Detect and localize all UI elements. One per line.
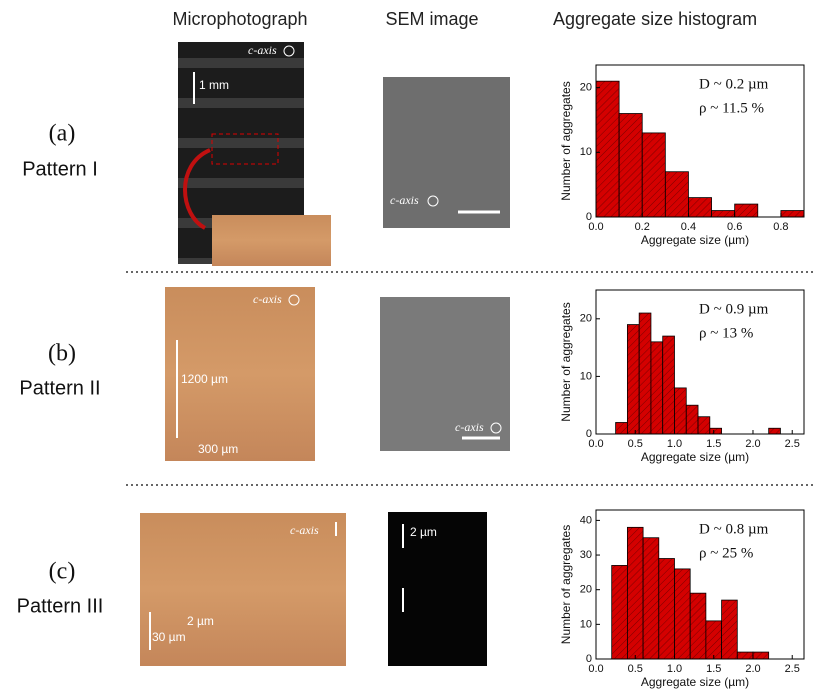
bar bbox=[642, 133, 665, 217]
row-name: Pattern II bbox=[19, 377, 100, 399]
annotation: ρ ~ 11.5 % bbox=[699, 100, 764, 116]
y-tick-label: 20 bbox=[580, 584, 592, 596]
bar bbox=[686, 405, 698, 434]
row-label: (a) bbox=[49, 121, 76, 147]
y-axis-label: Number of aggregates bbox=[559, 525, 573, 644]
bar bbox=[627, 325, 639, 434]
y-tick-label: 0 bbox=[586, 653, 592, 665]
column-header: Aggregate size histogram bbox=[553, 9, 757, 29]
y-axis-label: Number of aggregates bbox=[559, 302, 573, 421]
x-tick-label: 0.4 bbox=[681, 221, 696, 233]
image-label: 2 µm bbox=[187, 614, 214, 628]
row-name: Pattern III bbox=[17, 595, 104, 617]
figure: Microphotograph SEM image Aggregate size… bbox=[0, 0, 814, 694]
bar bbox=[627, 527, 643, 659]
bar bbox=[674, 569, 690, 659]
image-label: c-axis bbox=[390, 193, 419, 207]
bar bbox=[710, 428, 722, 434]
bar bbox=[706, 621, 722, 659]
annotation: ρ ~ 25 % bbox=[699, 545, 753, 561]
bar bbox=[616, 422, 628, 434]
x-tick-label: 2.5 bbox=[785, 663, 800, 675]
bar bbox=[737, 652, 753, 659]
bar bbox=[612, 565, 628, 659]
x-tick-label: 1.5 bbox=[706, 438, 721, 450]
y-tick-label: 20 bbox=[580, 82, 592, 94]
x-tick-label: 0.6 bbox=[727, 221, 742, 233]
y-tick-label: 30 bbox=[580, 549, 592, 561]
image-label: 1 mm bbox=[199, 78, 229, 92]
x-tick-label: 2.0 bbox=[745, 438, 760, 450]
image-label: c-axis bbox=[248, 43, 277, 57]
x-tick-label: 1.0 bbox=[667, 663, 682, 675]
x-tick-label: 2.5 bbox=[785, 438, 800, 450]
x-tick-label: 2.0 bbox=[745, 663, 760, 675]
x-tick-label: 0.5 bbox=[628, 438, 643, 450]
annotation: D ~ 0.9 µm bbox=[699, 301, 769, 317]
image-label: 300 µm bbox=[198, 442, 238, 456]
annotation: D ~ 0.2 µm bbox=[699, 76, 769, 92]
y-tick-label: 10 bbox=[580, 146, 592, 158]
annotation: ρ ~ 13 % bbox=[699, 325, 753, 341]
x-tick-label: 1.5 bbox=[706, 663, 721, 675]
image-label: 30 µm bbox=[152, 630, 186, 644]
x-tick-label: 0.2 bbox=[635, 221, 650, 233]
inset-image bbox=[212, 215, 331, 266]
image-label: 2 µm bbox=[410, 525, 437, 539]
y-tick-label: 0 bbox=[586, 211, 592, 223]
bar bbox=[712, 211, 735, 217]
y-tick-label: 0 bbox=[586, 428, 592, 440]
bar bbox=[753, 652, 769, 659]
image-label: c-axis bbox=[455, 420, 484, 434]
bar bbox=[651, 342, 663, 434]
annotation: D ~ 0.8 µm bbox=[699, 521, 769, 537]
bar bbox=[690, 593, 706, 659]
bar bbox=[698, 417, 710, 434]
bar bbox=[688, 198, 711, 217]
y-tick-label: 20 bbox=[580, 313, 592, 325]
sem-image bbox=[380, 297, 510, 451]
bar bbox=[674, 388, 686, 434]
x-tick-label: 1.0 bbox=[667, 438, 682, 450]
image-label: 1200 µm bbox=[181, 372, 228, 386]
row-name: Pattern I bbox=[22, 158, 98, 180]
bar bbox=[639, 313, 651, 434]
bar bbox=[643, 538, 659, 659]
y-tick-label: 40 bbox=[580, 514, 592, 526]
column-header: SEM image bbox=[385, 9, 478, 29]
x-axis-label: Aggregate size (µm) bbox=[641, 233, 749, 247]
x-tick-label: 0.5 bbox=[628, 663, 643, 675]
bar bbox=[665, 172, 688, 217]
bar bbox=[735, 204, 758, 217]
image-label: c-axis bbox=[253, 292, 282, 306]
x-axis-label: Aggregate size (µm) bbox=[641, 450, 749, 464]
bar bbox=[769, 428, 781, 434]
row-label: (c) bbox=[49, 559, 76, 585]
x-tick-label: 0.8 bbox=[773, 221, 788, 233]
column-header: Microphotograph bbox=[172, 9, 307, 29]
bar bbox=[659, 559, 675, 659]
bar bbox=[619, 114, 642, 217]
bar bbox=[781, 211, 804, 217]
bar bbox=[722, 600, 738, 659]
image-label: c-axis bbox=[290, 523, 319, 537]
bar bbox=[663, 336, 675, 434]
row-label: (b) bbox=[48, 341, 76, 367]
y-tick-label: 10 bbox=[580, 370, 592, 382]
y-tick-label: 10 bbox=[580, 618, 592, 630]
x-axis-label: Aggregate size (µm) bbox=[641, 675, 749, 689]
y-axis-label: Number of aggregates bbox=[559, 81, 573, 200]
bar bbox=[596, 81, 619, 217]
